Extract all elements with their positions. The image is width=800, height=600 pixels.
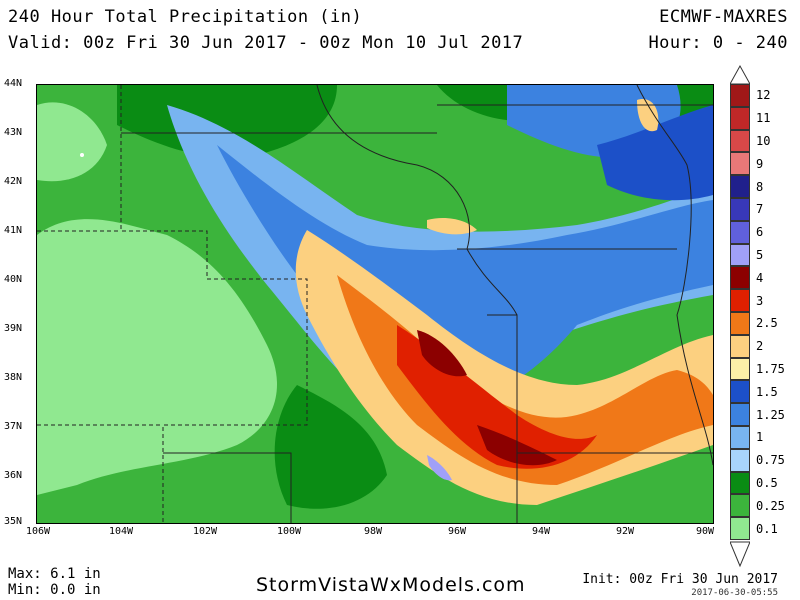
lon-label-90w: 90W bbox=[695, 526, 715, 537]
precip-colorbar bbox=[730, 84, 750, 540]
lon-label-100w: 100W bbox=[276, 526, 302, 537]
colorbar-label-5: 5 bbox=[756, 248, 764, 262]
precip-dot-marker bbox=[80, 153, 84, 157]
colorbar-label-6: 6 bbox=[756, 225, 764, 240]
init-time: Init: 00z Fri 30 Jun 2017 bbox=[582, 572, 778, 587]
lat-label-40n: 40N bbox=[4, 274, 23, 285]
colorbar-swatch-10 bbox=[730, 129, 750, 153]
colorbar-swatch-0-25 bbox=[730, 494, 750, 518]
lon-label-102w: 102W bbox=[192, 526, 218, 537]
colorbar-swatch-0-5 bbox=[730, 471, 750, 495]
lon-label-94w: 94W bbox=[531, 526, 551, 537]
colorbar-bottom-arrow bbox=[730, 541, 750, 568]
map-title: 240 Hour Total Precipitation (in) bbox=[8, 7, 363, 27]
colorbar-swatch-5 bbox=[730, 243, 750, 267]
colorbar-swatch-1-5 bbox=[730, 380, 750, 404]
colorbar-label-7: 7 bbox=[756, 202, 764, 217]
lon-label-92w: 92W bbox=[615, 526, 635, 537]
colorbar-label-2-5: 2.5 bbox=[756, 316, 778, 331]
colorbar-swatch-1-75 bbox=[730, 357, 750, 381]
precip-orange-swath bbox=[337, 275, 713, 485]
colorbar-top-arrow bbox=[730, 64, 750, 85]
colorbar-label-4: 4 bbox=[756, 270, 764, 285]
colorbar-swatch-7 bbox=[730, 198, 750, 221]
precip-max-core bbox=[427, 455, 452, 481]
lat-label-35n: 35N bbox=[4, 516, 23, 527]
model-name: ECMWF-MAXRES bbox=[659, 7, 788, 27]
colorbar-swatch-2 bbox=[730, 334, 750, 358]
lat-label-39n: 39N bbox=[4, 323, 23, 334]
precip-dark-north bbox=[117, 85, 337, 158]
precip-blue-band bbox=[217, 145, 713, 410]
colorbar-label-11: 11 bbox=[756, 111, 771, 126]
colorbar-label-0-25: 0.25 bbox=[756, 498, 785, 513]
colorbar-label-9: 9 bbox=[756, 156, 764, 171]
precip-dark-south bbox=[274, 385, 387, 509]
colorbar-label-1-5: 1.5 bbox=[756, 384, 778, 399]
colorbar-swatch-0-75 bbox=[730, 448, 750, 472]
precip-yellow-blob-2 bbox=[637, 99, 659, 132]
precipitation-map bbox=[36, 84, 714, 524]
colorbar-swatch-12 bbox=[730, 84, 750, 107]
forecast-hour-range: Hour: 0 - 240 bbox=[648, 33, 788, 53]
colorbar-label-10: 10 bbox=[756, 134, 771, 148]
valid-time: Valid: 00z Fri 30 Jun 2017 - 00z Mon 10 … bbox=[8, 33, 524, 53]
colorbar-swatch-0-1 bbox=[730, 517, 750, 540]
colorbar-swatch-11 bbox=[730, 106, 750, 130]
colorbar-swatch-6 bbox=[730, 220, 750, 244]
site-credit: StormVistaWxModels.com bbox=[256, 574, 526, 596]
precip-light-west bbox=[37, 219, 277, 496]
lat-label-38n: 38N bbox=[4, 372, 23, 383]
state-borders bbox=[37, 85, 713, 523]
precip-darkblue-ne bbox=[597, 105, 713, 201]
colorbar-swatch-4 bbox=[730, 266, 750, 290]
colorbar-swatch-9 bbox=[730, 152, 750, 176]
colorbar-label-0-1: 0.1 bbox=[756, 521, 778, 536]
colorbar-label-0-5: 0.5 bbox=[756, 476, 778, 490]
lon-label-106w: 106W bbox=[25, 526, 51, 537]
colorbar-swatch-1 bbox=[730, 426, 750, 449]
colorbar-label-1-75: 1.75 bbox=[756, 362, 785, 376]
lon-label-98w: 98W bbox=[363, 526, 383, 537]
lat-label-36n: 36N bbox=[4, 470, 23, 481]
precip-yellow-blob-1 bbox=[427, 218, 477, 235]
lon-label-96w: 96W bbox=[447, 526, 467, 537]
colorbar-label-12: 12 bbox=[756, 88, 771, 103]
lat-label-37n: 37N bbox=[4, 421, 23, 432]
precip-darkred-core-north bbox=[417, 330, 467, 377]
colorbar-label-8: 8 bbox=[756, 179, 764, 194]
colorbar-swatch-8 bbox=[730, 175, 750, 198]
colorbar-label-0-75: 0.75 bbox=[756, 453, 785, 468]
render-timestamp: 2017-06-30-05:55 bbox=[691, 588, 778, 598]
lat-label-44n: 44N bbox=[4, 78, 23, 89]
lat-label-41n: 41N bbox=[4, 225, 23, 236]
colorbar-swatch-3 bbox=[730, 289, 750, 312]
colorbar-label-2: 2 bbox=[756, 339, 764, 354]
lon-label-104w: 104W bbox=[108, 526, 134, 537]
colorbar-label-1-25: 1.25 bbox=[756, 407, 785, 422]
precip-field bbox=[37, 85, 713, 523]
colorbar-swatch-1-25 bbox=[730, 403, 750, 426]
colorbar-label-1: 1 bbox=[756, 430, 764, 445]
colorbar-swatch-2-5 bbox=[730, 312, 750, 335]
colorbar-label-3: 3 bbox=[756, 293, 764, 308]
lat-label-42n: 42N bbox=[4, 176, 23, 187]
min-value: Min: 0.0 in bbox=[8, 582, 101, 598]
max-value: Max: 6.1 in bbox=[8, 566, 101, 582]
lat-label-43n: 43N bbox=[4, 127, 23, 138]
precip-light-nw bbox=[37, 102, 107, 182]
